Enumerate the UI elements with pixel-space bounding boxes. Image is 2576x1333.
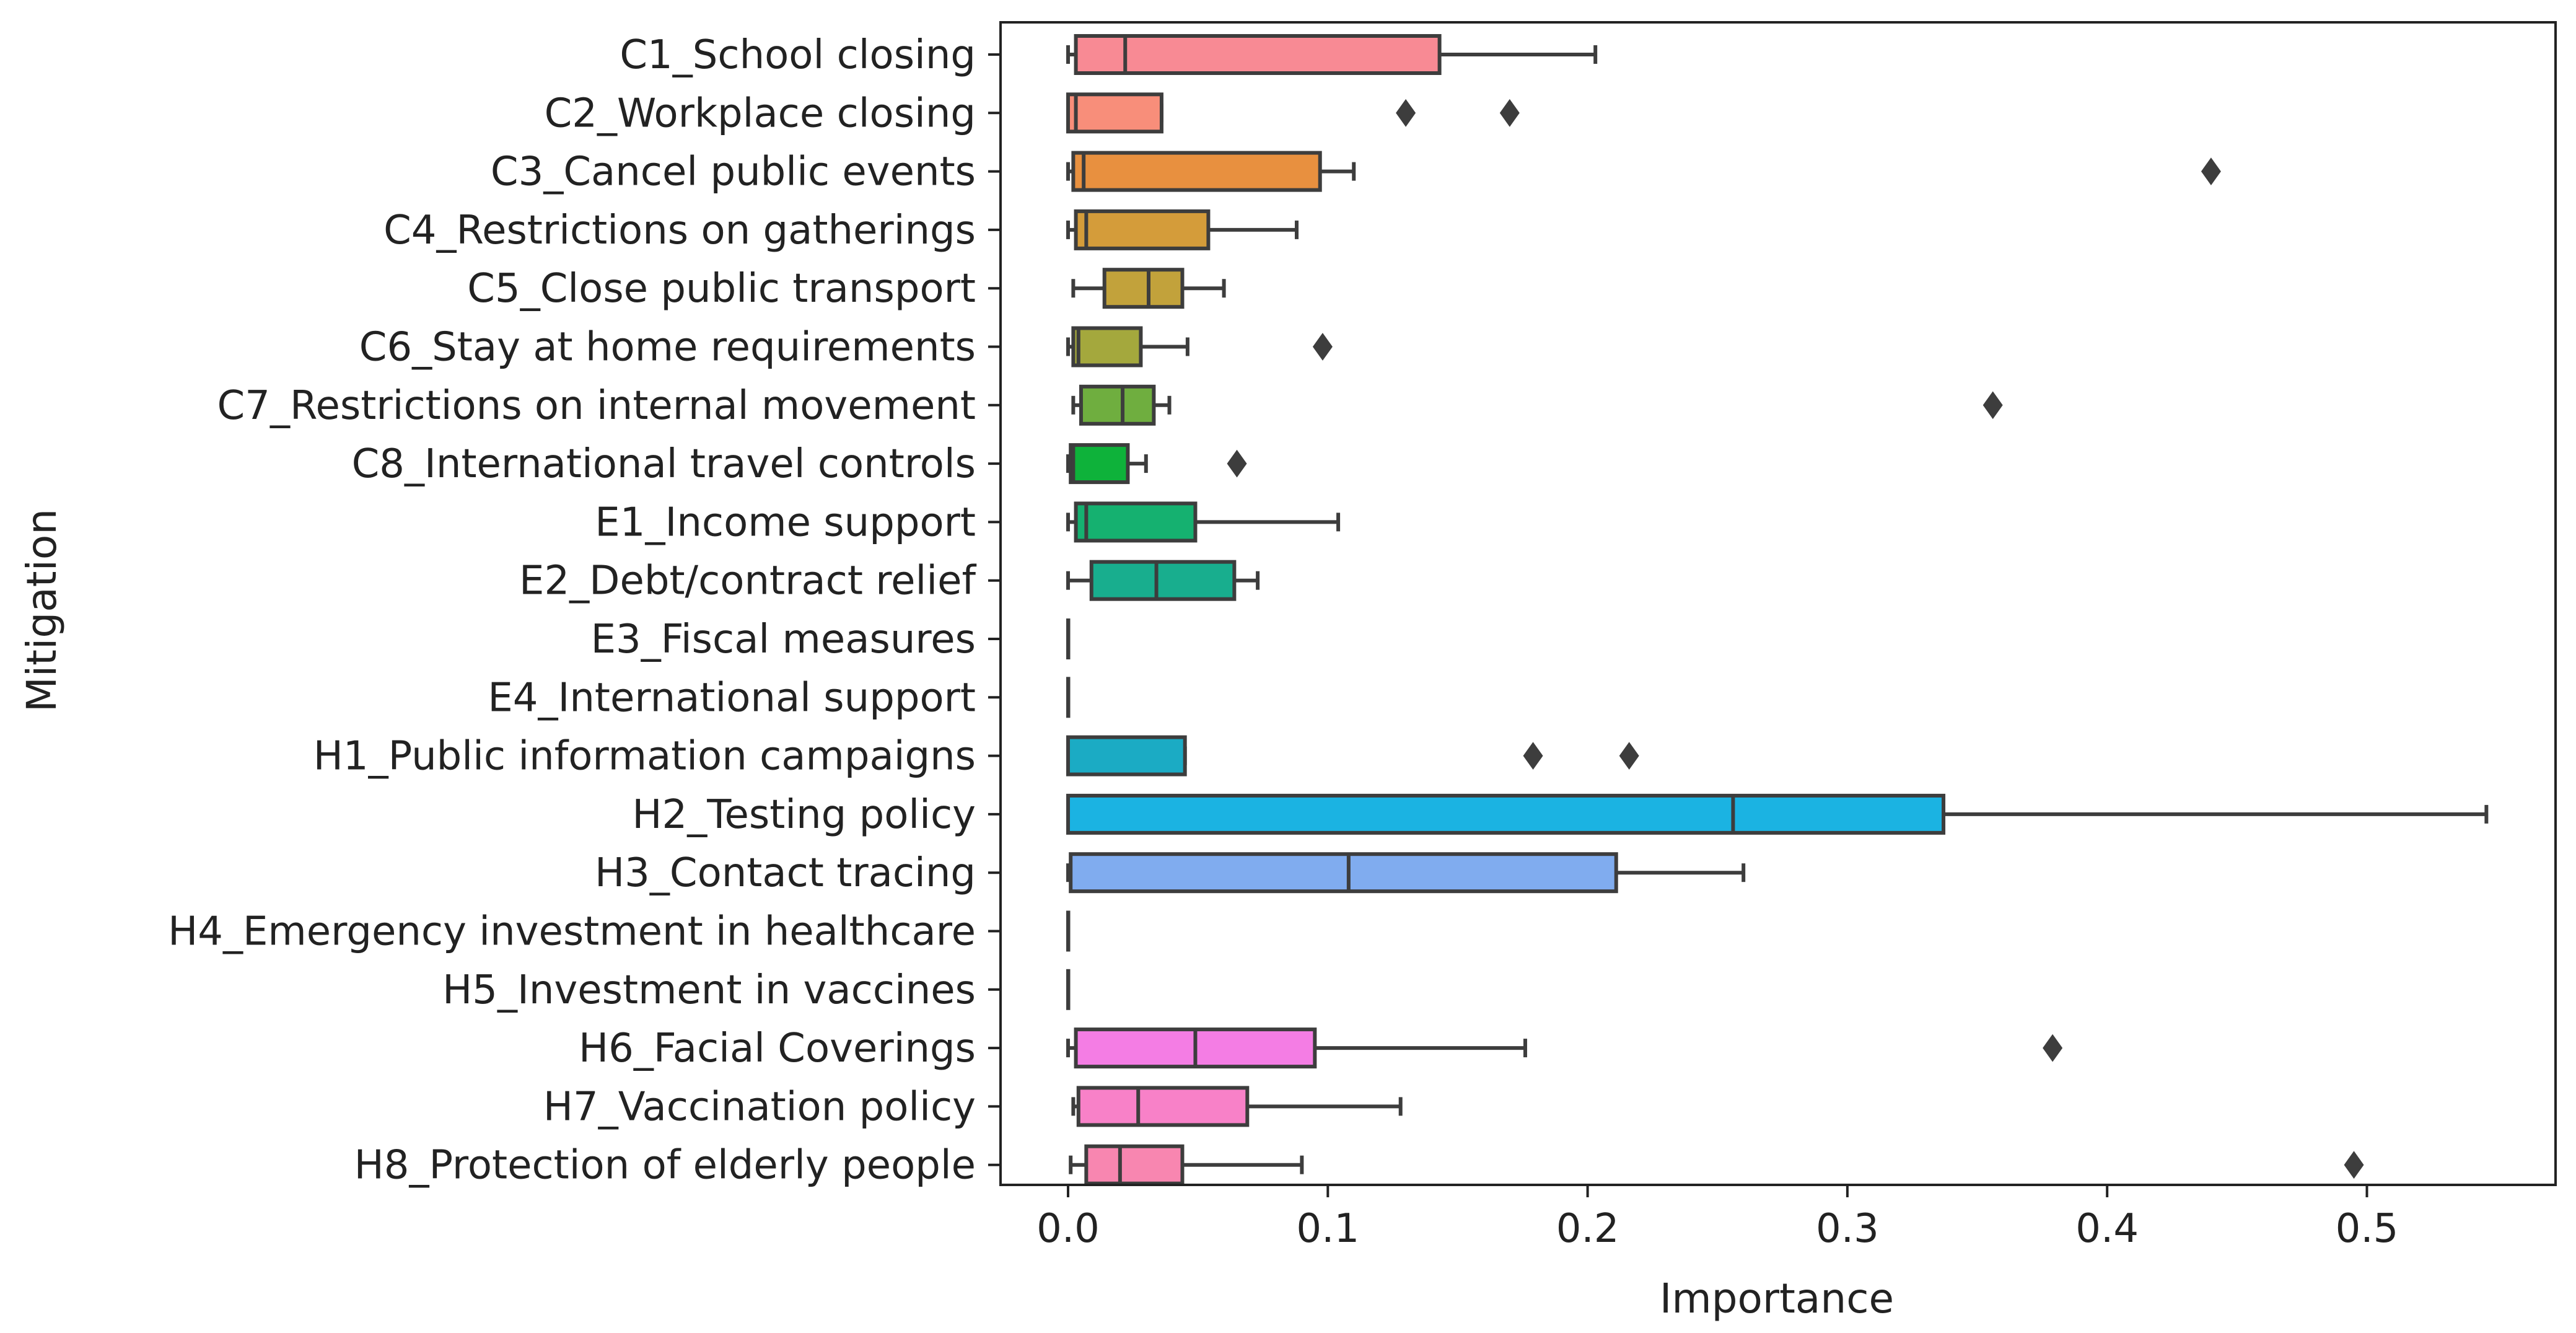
y-tick-label: H8_Protection of elderly people <box>354 1143 976 1189</box>
y-tick-label: H1_Public information campaigns <box>313 734 976 780</box>
y-tick-label: C4_Restrictions on gatherings <box>383 208 976 253</box>
outlier-point <box>1312 333 1333 361</box>
y-tick-label: E3_Fiscal measures <box>591 617 976 662</box>
box-e2 <box>1066 560 1260 601</box>
iqr-box <box>1102 268 1185 309</box>
boxes-layer <box>1066 34 2489 1186</box>
iqr-box <box>1069 443 1130 485</box>
y-tick-label: E1_Income support <box>595 499 976 545</box>
iqr-box <box>1071 326 1143 367</box>
iqr-box <box>1079 384 1156 426</box>
box-c7 <box>1071 384 2003 426</box>
box-e3 <box>1066 618 1071 659</box>
box-h8 <box>1069 1144 2364 1186</box>
y-axis: C1_School closing C2_Workplace closing C3_… <box>168 32 1001 1189</box>
x-tick-label: 0.3 <box>1816 1206 1879 1252</box>
box-c6 <box>1066 326 1333 367</box>
outlier-point <box>1396 99 1416 127</box>
y-tick-label: E4_International support <box>488 675 976 721</box>
outlier-point <box>2043 1034 2063 1062</box>
iqr-box <box>1074 209 1211 250</box>
box-h1 <box>1066 735 1639 776</box>
outlier-point <box>1227 449 1247 478</box>
iqr-box <box>1074 34 1442 75</box>
y-tick-label: C2_Workplace closing <box>545 90 976 136</box>
box-h7 <box>1071 1086 1403 1127</box>
outlier-point <box>2201 157 2221 185</box>
outlier-point <box>1523 742 1543 770</box>
plot-frame <box>999 21 2557 1186</box>
iqr-box <box>1071 151 1322 192</box>
y-tick-label: H3_Contact tracing <box>595 850 976 896</box>
outlier-point <box>2344 1151 2364 1179</box>
y-tick-label: C5_Close public transport <box>467 266 976 312</box>
outlier-point <box>1982 391 2003 420</box>
x-tick-label: 0.1 <box>1296 1206 1359 1252</box>
iqr-box <box>1089 560 1237 601</box>
box-e4 <box>1066 677 1071 718</box>
box-c1 <box>1066 34 1598 75</box>
iqr-box <box>1074 501 1198 543</box>
y-tick-label: H5_Investment in vaccines <box>442 967 976 1013</box>
y-tick-label: C8_International travel controls <box>352 441 976 487</box>
iqr-box <box>1084 1144 1185 1186</box>
x-tick-label: 0.4 <box>2075 1206 2139 1252</box>
box-h4 <box>1066 910 1071 952</box>
outlier-point <box>1619 742 1639 770</box>
box-h5 <box>1066 969 1071 1010</box>
y-tick-label: C1_School closing <box>620 32 976 78</box>
iqr-box <box>1066 735 1187 776</box>
iqr-box <box>1076 1086 1250 1127</box>
iqr-box <box>1066 92 1163 134</box>
box-h3 <box>1066 852 1746 894</box>
box-c2 <box>1066 92 1520 134</box>
box-c4 <box>1066 209 1299 250</box>
y-tick-label: H4_Emergency investment in healthcare <box>168 909 976 955</box>
y-tick-label: E2_Debt/contract relief <box>519 558 976 604</box>
x-axis: 0.0 0.1 0.2 0.3 0.4 0.5 <box>1036 1185 2398 1252</box>
box-c5 <box>1071 268 1226 309</box>
box-h2 <box>1066 793 2489 835</box>
box-e1 <box>1066 501 1341 543</box>
iqr-box <box>1069 852 1618 894</box>
x-tick-label: 0.0 <box>1036 1206 1100 1252</box>
x-tick-label: 0.5 <box>2336 1206 2399 1252</box>
y-tick-label: H2_Testing policy <box>632 792 976 838</box>
x-tick-label: 0.2 <box>1556 1206 1619 1252</box>
iqr-box <box>1066 793 1946 835</box>
y-tick-label: C7_Restrictions on internal movement <box>217 383 976 429</box>
y-tick-label: C3_Cancel public events <box>491 149 976 195</box>
y-tick-label: C6_Stay at home requirements <box>359 325 976 371</box>
y-tick-label: H6_Facial Coverings <box>579 1026 976 1071</box>
box-h6 <box>1066 1027 2063 1069</box>
box-c3 <box>1066 151 2221 192</box>
x-axis-title: Importance <box>1660 1275 1894 1322</box>
outlier-point <box>1499 99 1520 127</box>
y-tick-label: H7_Vaccination policy <box>543 1084 976 1130</box>
y-axis-title: Mitigation <box>18 509 66 712</box>
box-c8 <box>1066 443 1247 485</box>
